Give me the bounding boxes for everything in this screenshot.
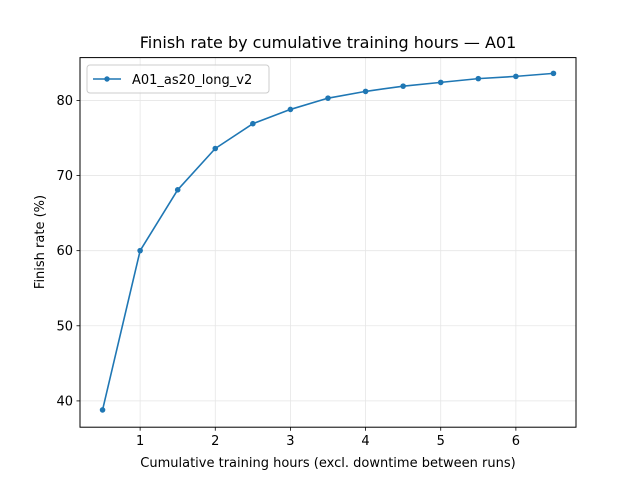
- data-point-marker: [287, 106, 294, 113]
- data-series: [99, 70, 557, 413]
- legend-label: A01_as20_long_v2: [132, 73, 252, 88]
- y-axis-label: Finish rate (%): [33, 195, 48, 289]
- chart-title: Finish rate by cumulative training hours…: [140, 33, 517, 52]
- x-tick-label: 2: [211, 434, 219, 449]
- data-point-marker: [475, 75, 482, 82]
- y-tick-label: 60: [56, 244, 73, 259]
- data-point-marker: [513, 73, 519, 80]
- x-tick-label: 4: [361, 434, 369, 449]
- y-tick-label: 50: [56, 319, 73, 334]
- x-tick-label: 6: [512, 434, 520, 449]
- y-tick-label: 40: [56, 394, 73, 409]
- data-point-marker: [250, 120, 256, 127]
- data-point-marker: [362, 88, 369, 95]
- data-point-marker: [400, 83, 406, 89]
- axes-frame: [79, 57, 577, 428]
- x-axis-label: Cumulative training hours (excl. downtim…: [140, 456, 515, 471]
- data-point-marker: [325, 95, 331, 101]
- legend-marker-icon: [104, 76, 110, 82]
- data-point-marker: [137, 247, 143, 254]
- data-point-marker: [550, 70, 557, 77]
- data-point-marker: [212, 145, 219, 152]
- x-tick-label: 3: [286, 434, 294, 449]
- y-tick-label: 80: [56, 94, 73, 109]
- data-point-marker: [99, 407, 106, 413]
- y-axis-ticks: 40 50 60 70 80: [56, 94, 80, 409]
- data-point-marker: [174, 187, 181, 193]
- legend: A01_as20_long_v2: [86, 64, 270, 94]
- x-tick-label: 1: [136, 434, 144, 449]
- x-tick-label: 5: [437, 434, 445, 449]
- y-tick-label: 70: [56, 169, 73, 184]
- data-point-marker: [437, 79, 444, 86]
- x-axis-ticks: 1 2 3 4 5 6: [136, 427, 520, 449]
- legend-box: [86, 64, 270, 94]
